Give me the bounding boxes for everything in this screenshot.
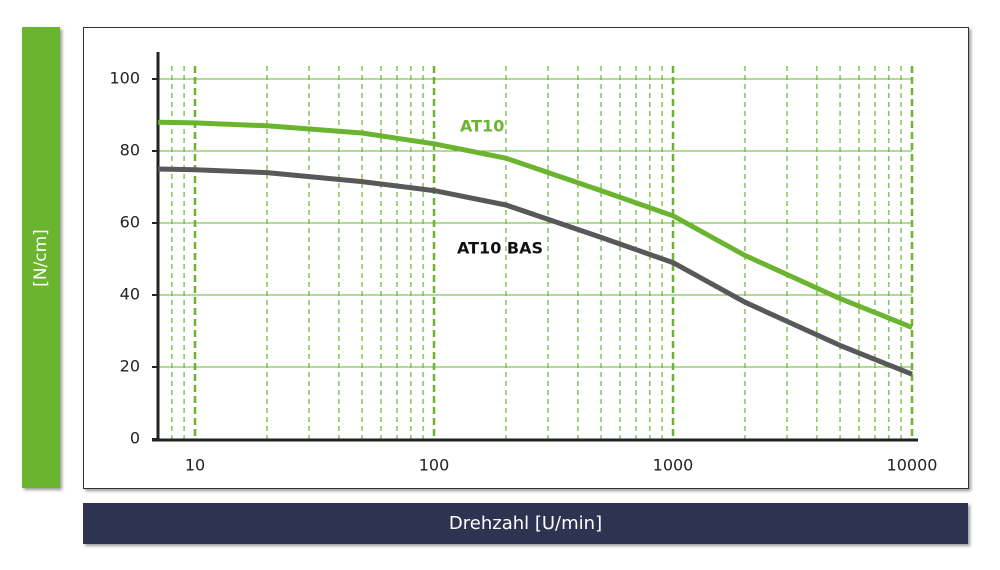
y-axis-label-bar: [N/cm] [22, 27, 60, 488]
y-tick-label: 0 [130, 429, 140, 448]
chart-frame [83, 27, 969, 489]
x-tick-label: 10 [185, 456, 205, 475]
series-label: AT10 BAS [457, 239, 543, 258]
x-tick-label: 100 [419, 456, 450, 475]
y-tick-label: 60 [120, 213, 140, 232]
x-tick-label: 10000 [887, 456, 938, 475]
y-tick-label: 20 [120, 357, 140, 376]
y-tick-label: 40 [120, 285, 140, 304]
y-tick-label: 100 [109, 69, 140, 88]
x-tick-label: 1000 [653, 456, 694, 475]
line-series [157, 166, 913, 377]
series-label: AT10 [460, 117, 504, 136]
x-axis-label: Drehzahl [U/min] [83, 503, 968, 544]
y-tick-label: 80 [120, 141, 140, 160]
line-series [157, 119, 913, 330]
